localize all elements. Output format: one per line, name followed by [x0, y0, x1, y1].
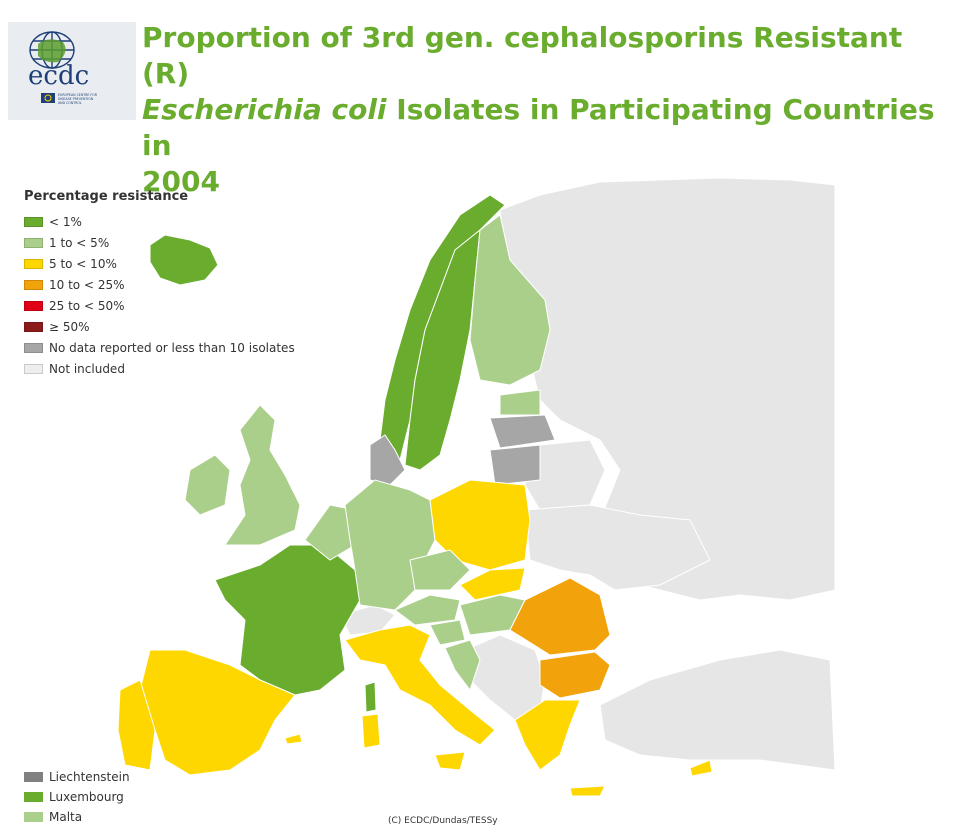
svg-text:EUROPEAN CENTRE FOR: EUROPEAN CENTRE FOR [58, 93, 98, 97]
map-austria [394, 594, 461, 626]
legend-item: 25 to < 50% [24, 295, 295, 316]
legend-swatch [24, 321, 43, 332]
map-czech [409, 549, 471, 591]
map-sicily [434, 751, 466, 771]
map-greece [514, 699, 581, 771]
legend-label: Not included [49, 361, 125, 376]
legend-swatch [24, 342, 43, 353]
map-lithuania [489, 444, 541, 486]
europe-map [117, 177, 836, 797]
legend-items: < 1% 1 to < 5% 5 to < 10% 10 to < 25% 25 to … [24, 211, 295, 379]
title-organism: Escherichia coli [142, 93, 387, 126]
legend-item: ≥ 50% [24, 316, 295, 337]
ecdc-logo-graphic: ecdc EUROPEAN CENTRE FOR DISEASE PREVENT… [8, 22, 136, 120]
map-sardinia [361, 713, 381, 749]
title-line-2: Escherichia coli Isolates in Participati… [142, 93, 935, 162]
svg-text:AND CONTROL: AND CONTROL [58, 101, 82, 105]
small-country-item: Luxembourg [24, 787, 130, 807]
small-country-item: Malta [24, 807, 130, 827]
map-credit: (C) ECDC/Dundas/TESSy [388, 816, 498, 826]
map-balearic [284, 733, 303, 745]
legend-item: 1 to < 5% [24, 232, 295, 253]
map-bulgaria [539, 651, 611, 699]
map-finland [469, 214, 551, 386]
ecdc-logo: ecdc EUROPEAN CENTRE FOR DISEASE PREVENT… [8, 22, 136, 120]
map-crete [569, 785, 606, 797]
map-ukraine [524, 504, 711, 591]
map-uk [224, 404, 301, 546]
small-country-swatch [24, 772, 43, 782]
small-country-label: Liechtenstein [49, 770, 130, 784]
map-russia [499, 177, 836, 601]
legend-label: 1 to < 5% [49, 235, 110, 250]
small-country-swatch [24, 792, 43, 802]
legend-label: 25 to < 50% [49, 298, 125, 313]
map-balkans [464, 634, 546, 721]
legend-item: 5 to < 10% [24, 253, 295, 274]
map-corsica [364, 681, 377, 713]
page-title: Proportion of 3rd gen. cephalosporins Re… [142, 20, 942, 200]
small-country-label: Malta [49, 810, 83, 824]
small-country-label: Luxembourg [49, 790, 124, 804]
map-poland [429, 479, 531, 571]
small-country-legend: Liechtenstein Luxembourg Malta [24, 767, 130, 827]
map-romania [509, 577, 611, 656]
map-denmark [369, 434, 406, 486]
map-legend: Percentage resistance < 1% 1 to < 5% 5 to … [24, 189, 295, 379]
map-portugal [117, 679, 156, 771]
legend-swatch [24, 216, 43, 227]
small-country-swatch [24, 812, 43, 822]
title-line-1: Proportion of 3rd gen. cephalosporins Re… [142, 21, 903, 90]
legend-swatch [24, 279, 43, 290]
legend-item: Not included [24, 358, 295, 379]
legend-item: < 1% [24, 211, 295, 232]
map-latvia [489, 414, 556, 449]
map-spain [139, 649, 296, 776]
map-croatia [444, 639, 481, 692]
legend-swatch [24, 300, 43, 311]
title-line-2-rest: Isolates in Participating Countries in [142, 93, 935, 162]
map-turkey [599, 649, 836, 771]
legend-swatch [24, 237, 43, 248]
legend-label: < 1% [49, 214, 82, 229]
legend-swatch [24, 258, 43, 269]
map-slovakia [459, 567, 526, 601]
small-country-item: Liechtenstein [24, 767, 130, 787]
legend-label: 10 to < 25% [49, 277, 125, 292]
title-line-3: 2004 [142, 165, 220, 198]
legend-item: No data reported or less than 10 isolate… [24, 337, 295, 358]
legend-label: ≥ 50% [49, 319, 90, 334]
small-country-items: Liechtenstein Luxembourg Malta [24, 767, 130, 827]
map-cyprus [689, 759, 713, 777]
legend-swatch [24, 363, 43, 374]
map-france [214, 544, 361, 696]
svg-text:ecdc: ecdc [28, 61, 89, 91]
map-slovenia [429, 619, 466, 646]
legend-label: No data reported or less than 10 isolate… [49, 340, 295, 355]
map-ireland [184, 454, 231, 516]
svg-text:DISEASE PREVENTION: DISEASE PREVENTION [58, 97, 94, 101]
legend-item: 10 to < 25% [24, 274, 295, 295]
map-estonia [499, 389, 541, 416]
legend-title: Percentage resistance [24, 189, 189, 204]
legend-label: 5 to < 10% [49, 256, 117, 271]
map-iceland [149, 234, 219, 286]
map-italy [344, 624, 496, 746]
